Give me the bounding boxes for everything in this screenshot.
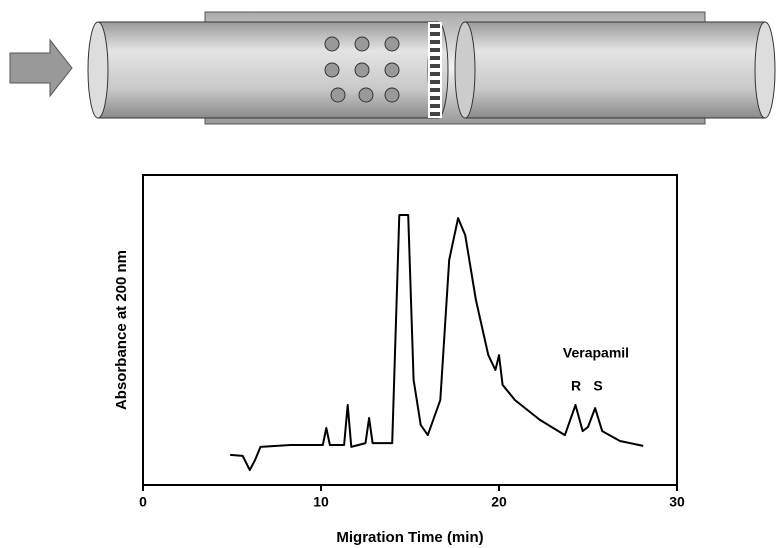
- x-tick-label: 20: [491, 494, 507, 510]
- arrow: [9, 38, 73, 98]
- column-diagram: [9, 11, 776, 125]
- left-cylinder: [87, 21, 449, 119]
- x-tick-label: 10: [313, 494, 329, 510]
- x-tick-label: 0: [139, 494, 147, 510]
- plot-frame: [142, 174, 678, 486]
- chart: Migration Time (min) Absorbance at 200 n…: [113, 174, 685, 546]
- x-axis-label: Migration Time (min): [336, 529, 483, 546]
- selectors: [324, 36, 400, 103]
- right-cylinder: [454, 21, 776, 119]
- trace: [230, 214, 644, 472]
- y-axis-label: Absorbance at 200 nm: [113, 250, 130, 410]
- x-tick-label: 30: [669, 494, 685, 510]
- frit: [428, 22, 442, 118]
- annotation: Verapamil: [563, 345, 629, 361]
- annotation: R: [571, 378, 581, 394]
- annotation: S: [593, 378, 602, 394]
